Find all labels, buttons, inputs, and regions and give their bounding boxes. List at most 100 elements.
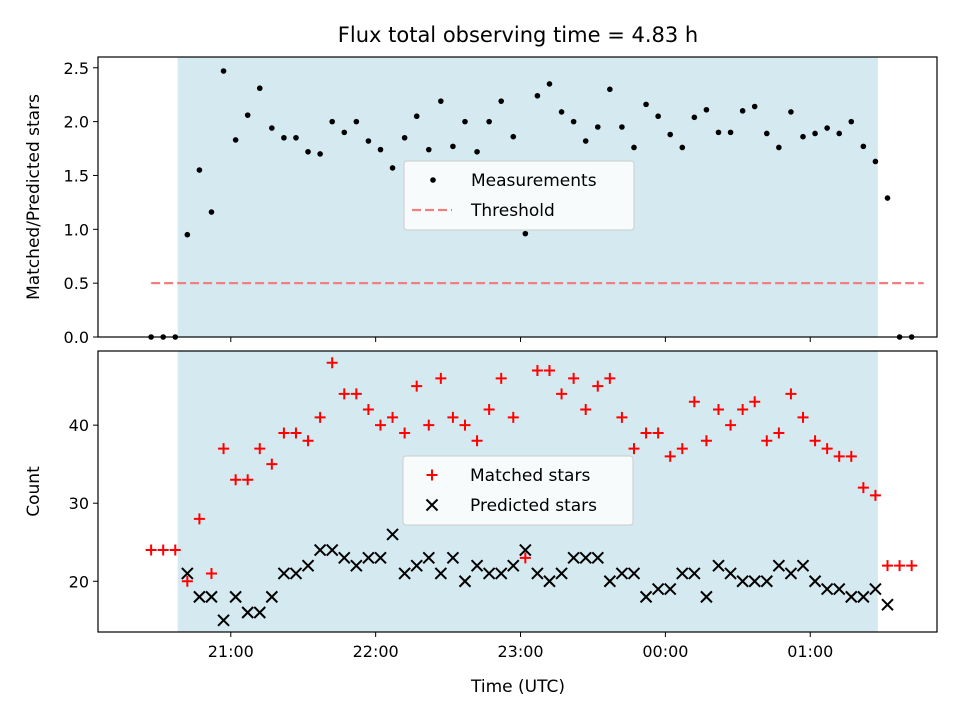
- ratio-panel: 0.0 0.5 1.0 1.5 2.0 2.5 Matched/Predicted star…: [24, 56, 938, 347]
- measurement-point: [232, 137, 239, 143]
- matched-star-point: [652, 427, 664, 439]
- matched-star-point: [218, 443, 230, 455]
- predicted-star-point: [446, 551, 460, 565]
- predicted-star-point: [313, 543, 327, 557]
- measurement-point: [558, 109, 565, 115]
- predicted-star-point: [362, 551, 375, 565]
- measurement-point: [884, 195, 891, 201]
- matched-star-point: [278, 427, 290, 439]
- matched-star-point: [700, 435, 712, 447]
- y-tick-label: 40: [69, 416, 89, 435]
- matched-star-point: [266, 458, 278, 470]
- measurement-point: [401, 134, 408, 141]
- measurement-point: [643, 101, 649, 108]
- predicted-star-point: [494, 567, 508, 580]
- measurement-point: [594, 124, 601, 130]
- x-tick-label: 21:00: [208, 642, 254, 661]
- measurement-point: [570, 118, 577, 125]
- matched-star-point: [580, 404, 592, 416]
- measurement-point: [184, 231, 191, 238]
- measurement-point: [377, 146, 384, 153]
- predicted-star-point: [603, 575, 617, 588]
- predicted-star-point: [772, 559, 786, 572]
- measurement-point: [317, 151, 323, 157]
- y-tick-label: 0.0: [64, 328, 89, 347]
- predicted-star-point: [519, 543, 532, 557]
- matched-star-point: [773, 427, 785, 439]
- y-tick-label: 1.5: [64, 166, 89, 185]
- predicted-star-point: [507, 559, 520, 572]
- matched-star-point: [519, 552, 531, 564]
- x-axis-label: Time (UTC): [470, 677, 565, 697]
- measurement-point: [208, 209, 215, 215]
- measurement-point: [438, 98, 444, 104]
- predicted-star-point: [555, 567, 568, 580]
- predicted-star-point: [748, 575, 761, 588]
- predicted-star-point: [482, 567, 496, 580]
- measurement-point: [607, 86, 613, 93]
- y-tick-label: 1.0: [64, 220, 89, 239]
- measurement-point: [739, 108, 746, 114]
- matched-star-point: [568, 372, 580, 384]
- measurement-point: [679, 144, 686, 151]
- predicted-star-point: [181, 567, 194, 580]
- measurement-point: [788, 109, 794, 115]
- predicted-star-point: [253, 606, 266, 619]
- predicted-star-point: [639, 590, 653, 604]
- matched-star-point: [592, 380, 604, 392]
- matched-star-point: [737, 404, 749, 416]
- predicted-star-point: [301, 559, 315, 572]
- predicted-star-point: [265, 590, 279, 604]
- matched-star-point: [507, 411, 519, 423]
- measurement-point: [425, 146, 432, 153]
- matched-star-point: [604, 372, 616, 384]
- matched-star-point: [411, 380, 423, 392]
- matched-star-point: [302, 435, 314, 447]
- measurement-point: [776, 144, 782, 151]
- measurement-point: [522, 230, 529, 237]
- measurement-point: [860, 143, 867, 150]
- measurement-point: [510, 133, 517, 140]
- predicted-star-point: [688, 567, 701, 580]
- predicted-star-point: [205, 590, 218, 604]
- measurement-point: [727, 129, 734, 136]
- measurement-point: [486, 118, 492, 125]
- x-tick-label: 22:00: [353, 642, 399, 661]
- matched-star-point: [242, 474, 254, 486]
- matched-star-point: [894, 560, 906, 572]
- x-tick-label: 23:00: [497, 642, 543, 661]
- predicted-star-point: [820, 582, 834, 596]
- legend-predicted-swatch: [425, 498, 439, 512]
- legend-label: Predicted stars: [470, 496, 597, 516]
- measurement-point: [196, 167, 203, 173]
- predicted-star-point: [676, 567, 689, 580]
- measurement-point: [812, 130, 818, 137]
- matched-star-point: [857, 482, 869, 494]
- measurement-point: [655, 113, 661, 120]
- predicted-star-point: [410, 559, 423, 572]
- measurement-point: [703, 106, 710, 113]
- matched-star-point: [193, 513, 205, 525]
- chart-title: Flux total observing time = 4.83 h: [338, 23, 698, 47]
- predicted-star-point: [881, 598, 894, 611]
- predicted-star-point: [796, 559, 810, 572]
- measurement-point: [534, 92, 541, 99]
- predicted-star-point: [833, 582, 846, 596]
- measurement-point: [631, 144, 637, 151]
- y-axis-label: Count: [24, 466, 44, 517]
- matched-star-point: [181, 575, 193, 587]
- matched-star-point: [471, 435, 483, 447]
- measurement-point: [800, 133, 806, 140]
- predicted-star-point: [736, 575, 749, 588]
- predicted-star-point: [217, 614, 230, 627]
- measurement-point: [281, 134, 287, 141]
- matched-star-point: [761, 435, 773, 447]
- matched-star-point: [362, 404, 374, 416]
- predicted-star-point: [229, 590, 242, 604]
- matched-star-point: [640, 427, 652, 439]
- legend-measurement-swatch: [430, 177, 436, 183]
- predicted-star-point: [627, 567, 641, 580]
- measurement-point: [413, 113, 420, 120]
- predicted-star-point: [241, 606, 254, 619]
